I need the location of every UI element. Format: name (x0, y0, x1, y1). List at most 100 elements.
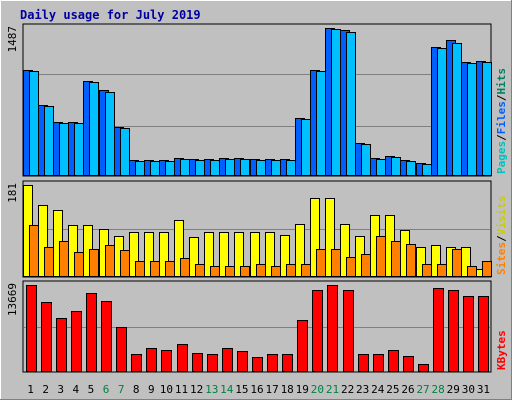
bar-pages-day-14 (225, 159, 235, 176)
panel-kbytes: 13669 KBytes (6, 280, 508, 373)
bar-kbytes-day-25 (388, 350, 399, 372)
bar-sites-day-17 (271, 266, 281, 277)
bar-sites-day-6 (105, 245, 115, 277)
bar-sites-day-29 (452, 249, 462, 277)
legend-item-pages-files-hits-1: / (495, 134, 508, 141)
bar-visits-day-27 (416, 247, 426, 277)
x-axis-labels: 1 2 3 4 5 6 7 8 9 10 11 12 13 14 15 16 17 18 19 20 21 22 23 24 2… (27, 383, 490, 396)
bar-kbytes-day-22 (343, 290, 354, 372)
x-tick-label-day-14: 14 (220, 383, 234, 396)
bar-pages-day-8 (135, 161, 145, 176)
bar-visits-day-11 (174, 220, 184, 277)
bar-pages-day-18 (286, 160, 296, 176)
legend-item-pages-files-hits-0: Pages (495, 141, 508, 174)
bar-pages-day-24 (376, 159, 386, 176)
bar-kbytes-day-17 (267, 354, 278, 372)
bar-sites-day-26 (406, 244, 416, 277)
bar-kbytes-day-28 (433, 288, 444, 372)
bar-pages-day-3 (59, 123, 69, 176)
bar-kbytes-day-9 (146, 348, 157, 372)
bar-kbytes-day-26 (403, 356, 414, 372)
legend-item-pages-files-hits-3: / (495, 94, 508, 101)
x-tick-label-day-13: 13 (205, 383, 218, 396)
chart-panels: 1487Pages/Files/Hits181Sites/Visits13669… (6, 23, 508, 373)
bar-kbytes-day-27 (418, 364, 429, 372)
legend-item-visits-sites-1: / (495, 235, 508, 242)
bar-kbytes-day-30 (463, 296, 474, 372)
bar-pages-day-28 (437, 48, 447, 176)
bar-visits-day-19 (295, 224, 305, 277)
x-tick-label-day-26: 26 (401, 383, 414, 396)
bar-pages-day-1 (29, 71, 39, 176)
x-tick-label-day-5: 5 (88, 383, 95, 396)
bar-visits-day-28 (431, 245, 441, 277)
bar-sites-day-30 (467, 266, 477, 277)
bar-pages-day-29 (452, 43, 462, 176)
bar-pages-day-12 (195, 160, 205, 176)
bar-pages-day-10 (165, 161, 175, 176)
legend-item-visits-sites-0: Sites (495, 242, 508, 275)
bar-kbytes-day-4 (71, 311, 82, 372)
x-tick-label-day-12: 12 (190, 383, 203, 396)
bar-kbytes-day-18 (282, 354, 293, 372)
x-tick-label-day-8: 8 (133, 383, 140, 396)
bar-pages-day-20 (316, 71, 326, 176)
bar-visits-day-12 (189, 237, 199, 277)
bar-pages-day-23 (361, 144, 371, 176)
ymax-label-visits-sites: 181 (6, 183, 19, 203)
bar-pages-day-17 (271, 160, 281, 176)
x-tick-label-day-21: 21 (326, 383, 339, 396)
x-tick-label-day-19: 19 (296, 383, 309, 396)
x-tick-label-day-1: 1 (27, 383, 34, 396)
legend-item-kbytes-0: KBytes (495, 330, 508, 370)
bar-sites-day-3 (59, 241, 69, 277)
legend-pages-files-hits: Pages/Files/Hits (495, 68, 508, 174)
bar-kbytes-day-15 (237, 351, 248, 372)
x-tick-label-day-29: 29 (447, 383, 460, 396)
bar-kbytes-day-10 (161, 350, 172, 372)
bar-sites-day-13 (210, 266, 220, 277)
bar-sites-day-25 (391, 241, 401, 277)
x-tick-label-day-30: 30 (462, 383, 475, 396)
bar-kbytes-day-5 (86, 293, 97, 372)
bar-kbytes-day-2 (41, 302, 52, 372)
x-tick-label-day-15: 15 (235, 383, 248, 396)
x-tick-label-day-6: 6 (103, 383, 110, 396)
x-tick-label-day-24: 24 (371, 383, 385, 396)
legend-item-pages-files-hits-4: Hits (495, 68, 508, 95)
bar-visits-day-10 (159, 232, 169, 277)
bar-sites-day-18 (286, 264, 296, 277)
bar-sites-day-22 (346, 257, 356, 277)
bar-pages-day-6 (105, 92, 115, 176)
x-tick-label-day-25: 25 (386, 383, 399, 396)
bar-kbytes-day-31 (478, 296, 489, 372)
bar-kbytes-day-1 (26, 285, 37, 372)
bar-sites-day-27 (422, 264, 432, 277)
bar-sites-day-2 (44, 247, 54, 277)
bar-sites-day-7 (120, 250, 130, 277)
x-tick-label-day-11: 11 (175, 383, 188, 396)
chart-title: Daily usage for July 2019 (20, 8, 201, 22)
x-tick-label-day-7: 7 (118, 383, 125, 396)
bar-kbytes-day-3 (56, 318, 67, 372)
bar-sites-day-20 (316, 249, 326, 277)
legend-kbytes: KBytes (495, 330, 508, 370)
bar-visits-day-14 (219, 232, 229, 277)
x-tick-label-day-2: 2 (42, 383, 49, 396)
bar-kbytes-day-7 (116, 327, 127, 372)
bar-sites-day-4 (74, 252, 84, 277)
legend-item-visits-sites-2: Visits (495, 196, 508, 236)
bar-sites-day-11 (180, 258, 190, 277)
bar-kbytes-day-23 (358, 354, 369, 372)
bar-pages-day-22 (346, 32, 356, 176)
bar-visits-day-20 (310, 198, 320, 277)
bar-visits-day-15 (234, 232, 244, 277)
bar-pages-day-25 (391, 157, 401, 176)
bar-visits-day-13 (204, 232, 214, 277)
bar-pages-day-11 (180, 159, 190, 176)
bar-kbytes-day-14 (222, 348, 233, 372)
bar-kbytes-day-20 (312, 290, 323, 372)
bar-visits-day-16 (250, 232, 260, 277)
